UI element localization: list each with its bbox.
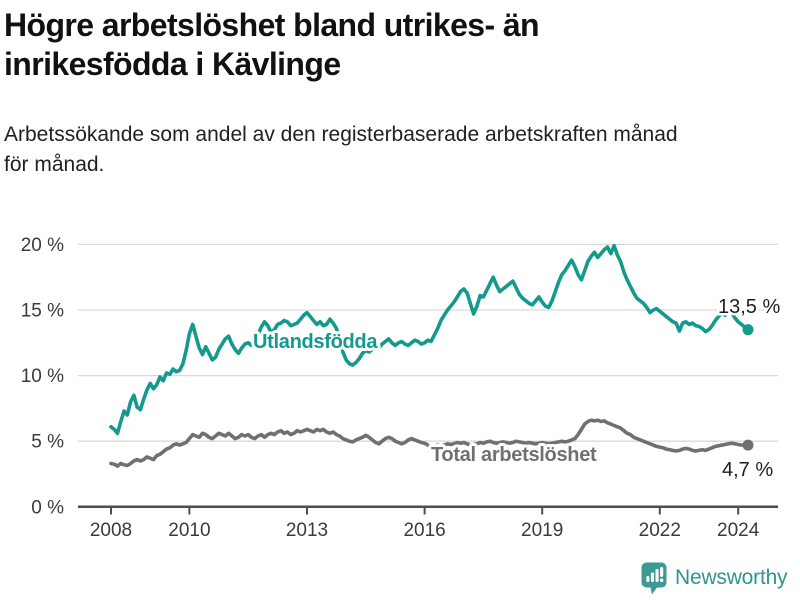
series-line — [109, 418, 750, 468]
end-value-label: 13,5 % — [718, 296, 780, 318]
y-tick-label: 15 % — [21, 301, 64, 322]
page-title: Högre arbetslöshet bland utrikes- än inr… — [4, 6, 540, 84]
y-tick-label: 0 % — [31, 497, 64, 518]
y-tick-label: 10 % — [21, 366, 64, 387]
x-tick-label: 2013 — [286, 520, 328, 541]
series-end-dot — [742, 324, 754, 336]
newsworthy-logo-text: Newsworthy — [675, 566, 788, 589]
y-tick-label: 20 % — [21, 235, 64, 256]
end-value-label: 4,7 % — [722, 459, 773, 481]
y-tick-label: 5 % — [31, 432, 64, 453]
x-tick-label: 2019 — [521, 520, 563, 541]
chart-subtitle: Arbetssökande som andel av den registerb… — [4, 120, 678, 180]
series-label: Utlandsfödda — [253, 331, 378, 353]
series-end-dot — [742, 439, 754, 451]
subtitle-line-2: för månad. — [4, 153, 105, 176]
newsworthy-logo-icon — [640, 561, 668, 595]
title-line-1: Högre arbetslöshet bland utrikes- än — [4, 7, 540, 43]
x-tick-label: 2024 — [717, 520, 760, 541]
x-tick-label: 2022 — [639, 520, 681, 541]
title-line-2: inrikesfödda i Kävlinge — [4, 46, 341, 82]
subtitle-line-1: Arbetssökande som andel av den registerb… — [4, 123, 678, 146]
series-label: Total arbetslöshet — [431, 444, 597, 466]
series-line — [109, 243, 750, 436]
x-tick-label: 2016 — [403, 520, 445, 541]
newsworthy-logo: Newsworthy — [640, 561, 788, 595]
x-tick-label: 2010 — [168, 520, 210, 541]
x-tick-label: 2008 — [90, 520, 132, 541]
